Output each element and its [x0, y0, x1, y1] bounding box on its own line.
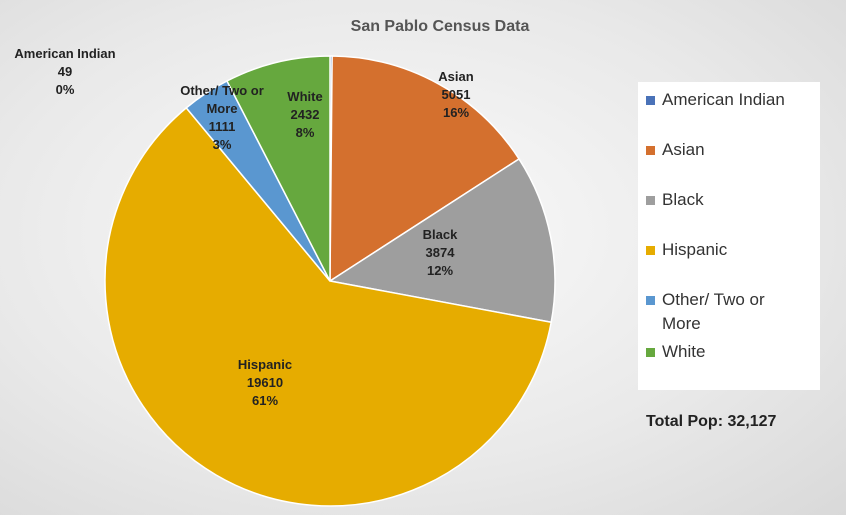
data-label-percent: 61% [251, 393, 279, 408]
legend-label: Asian [662, 140, 705, 159]
data-label: Black 3874 12% [400, 226, 480, 280]
chart-title: San Pablo Census Data [350, 18, 530, 35]
legend-swatch [646, 348, 655, 357]
data-label: American Indian 49 0% [0, 45, 130, 99]
pie-slice [225, 55, 331, 282]
data-label-value: 2432 [290, 107, 320, 122]
legend-item: White [646, 340, 818, 364]
legend-item: Other/ Two or More [646, 288, 818, 336]
data-label-name: Asian [438, 69, 474, 84]
legend-swatch [646, 96, 655, 105]
data-label-name: Other/ Two or More [180, 83, 264, 116]
legend-item: Hispanic [646, 238, 818, 262]
data-label: Hispanic 19610 61% [220, 356, 310, 410]
data-label-value: 5051 [441, 87, 471, 102]
data-label-name: White [287, 89, 323, 104]
data-label-percent: 0% [55, 82, 75, 97]
legend-swatch [646, 196, 655, 205]
legend-item: Asian [646, 138, 818, 162]
data-label-percent: 12% [426, 263, 454, 278]
data-label-percent: 16% [442, 105, 470, 120]
data-label: White 2432 8% [275, 88, 335, 142]
legend-label: Other/ Two or More [662, 290, 765, 333]
annotation: Total Pop: 32,127 [646, 413, 777, 430]
legend-item: American Indian [646, 88, 818, 112]
legend-swatch [646, 146, 655, 155]
legend: American Indian Asian Black Hispanic Other/ … [638, 82, 820, 390]
data-label-value: 49 [57, 64, 73, 79]
data-label-value: 1111 [208, 119, 236, 134]
legend-label: Black [662, 190, 704, 209]
data-label: Asian 5051 16% [416, 68, 496, 122]
pie-slice [328, 157, 556, 324]
data-label-percent: 3% [212, 137, 232, 152]
legend-label: White [662, 342, 706, 361]
data-label: Other/ Two or More 1111 3% [172, 82, 272, 154]
data-label-value: 3874 [425, 245, 455, 260]
data-label-name: American Indian [14, 46, 116, 61]
pie-slice [329, 55, 521, 283]
data-label-percent: 8% [295, 125, 315, 140]
legend-swatch [646, 296, 655, 305]
legend-label: Hispanic [662, 240, 728, 259]
pie-slice [104, 106, 553, 507]
legend-item: Black [646, 188, 818, 212]
legend-swatch [646, 246, 655, 255]
data-label-name: Black [422, 227, 458, 242]
legend-label: American Indian [662, 90, 785, 109]
data-label-value: 19610 [246, 375, 284, 390]
data-label-name: Hispanic [237, 357, 293, 372]
